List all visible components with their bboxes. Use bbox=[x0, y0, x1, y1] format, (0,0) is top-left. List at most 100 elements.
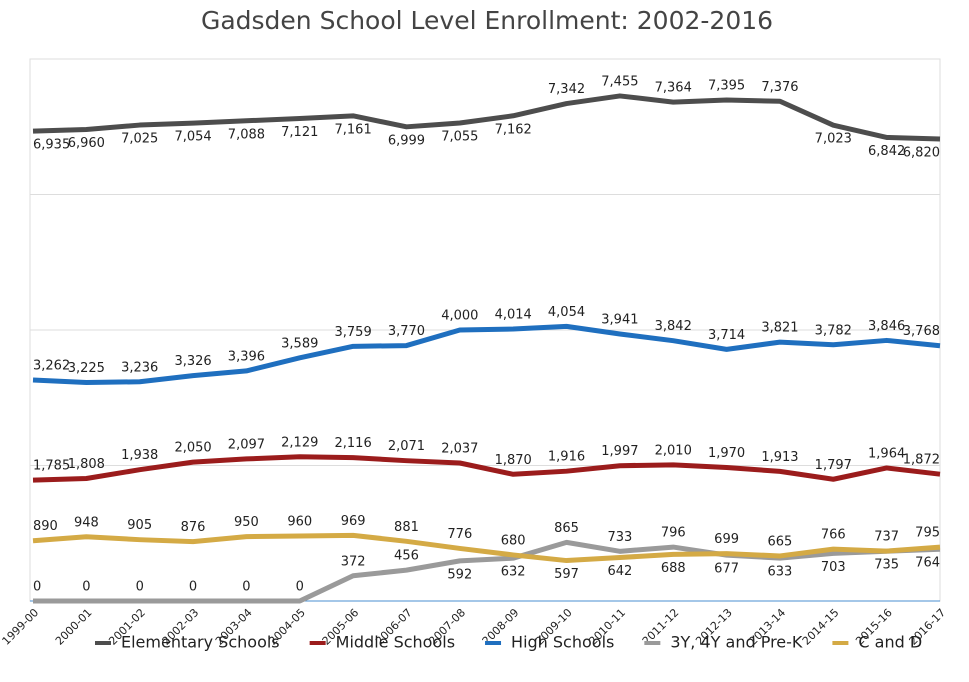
data-label: 2,010 bbox=[655, 443, 692, 458]
data-label: 2,116 bbox=[335, 436, 372, 451]
data-label: 3,589 bbox=[281, 336, 318, 351]
data-label: 7,023 bbox=[815, 132, 852, 147]
data-label: 865 bbox=[554, 521, 579, 536]
data-label: 735 bbox=[874, 558, 899, 573]
data-label: 633 bbox=[768, 565, 793, 580]
data-label: 699 bbox=[714, 532, 739, 547]
data-label: 456 bbox=[394, 549, 419, 564]
data-label: 3,326 bbox=[174, 354, 211, 369]
legend-label: High Schools bbox=[511, 633, 614, 652]
chart-title: Gadsden School Level Enrollment: 2002-20… bbox=[201, 6, 773, 35]
data-label: 1,938 bbox=[121, 448, 158, 463]
data-label: 6,960 bbox=[68, 136, 105, 151]
data-label: 2,071 bbox=[388, 439, 425, 454]
data-label: 881 bbox=[394, 520, 419, 535]
data-label: 3,759 bbox=[335, 325, 372, 340]
data-label: 4,000 bbox=[441, 309, 478, 324]
data-label: 7,455 bbox=[601, 74, 638, 89]
legend-label: Elementary Schools bbox=[121, 633, 280, 652]
data-label: 1,785 bbox=[33, 459, 70, 474]
data-label: 642 bbox=[607, 564, 632, 579]
data-label: 6,842 bbox=[868, 144, 905, 159]
data-label: 6,935 bbox=[33, 138, 70, 153]
data-label: 7,088 bbox=[228, 127, 265, 142]
data-label: 1,797 bbox=[815, 458, 852, 473]
data-label: 3,714 bbox=[708, 328, 745, 343]
data-label: 764 bbox=[915, 556, 940, 571]
data-label: 905 bbox=[127, 518, 152, 533]
data-label: 632 bbox=[501, 565, 526, 580]
data-label: 3,396 bbox=[228, 349, 265, 364]
data-label: 969 bbox=[341, 514, 366, 529]
data-label: 3,770 bbox=[388, 324, 425, 339]
data-label: 7,342 bbox=[548, 82, 585, 97]
data-label: 1,870 bbox=[495, 453, 532, 468]
data-label: 7,054 bbox=[174, 130, 211, 145]
data-label: 677 bbox=[714, 562, 739, 577]
data-label: 3,236 bbox=[121, 360, 158, 375]
data-label: 3,842 bbox=[655, 319, 692, 334]
data-label: 7,395 bbox=[708, 78, 745, 93]
data-label: 0 bbox=[33, 580, 41, 595]
data-label: 2,050 bbox=[174, 441, 211, 456]
data-label: 0 bbox=[82, 580, 90, 595]
data-label: 2,129 bbox=[281, 435, 318, 450]
x-tick-label: 2000-01 bbox=[53, 606, 95, 648]
data-label: 4,014 bbox=[495, 308, 532, 323]
data-label: 0 bbox=[189, 580, 197, 595]
data-label: 766 bbox=[821, 528, 846, 543]
data-label: 0 bbox=[242, 580, 250, 595]
data-label: 3,262 bbox=[33, 358, 70, 373]
data-label: 1,913 bbox=[761, 450, 798, 465]
legend-label: C and D bbox=[858, 633, 922, 652]
data-label: 890 bbox=[33, 519, 58, 534]
data-label: 0 bbox=[296, 580, 304, 595]
data-label: 3,941 bbox=[601, 312, 638, 327]
data-label: 7,025 bbox=[121, 132, 158, 147]
data-label: 776 bbox=[447, 527, 472, 542]
data-label: 3,225 bbox=[68, 361, 105, 376]
series-line bbox=[32, 454, 941, 483]
data-label: 3,846 bbox=[868, 319, 905, 334]
data-label: 2,097 bbox=[228, 437, 265, 452]
data-label: 0 bbox=[136, 580, 144, 595]
data-label: 1,916 bbox=[548, 450, 585, 465]
data-label: 950 bbox=[234, 515, 259, 530]
data-label: 3,768 bbox=[903, 324, 940, 339]
data-label: 7,161 bbox=[335, 122, 372, 137]
data-label: 1,808 bbox=[68, 457, 105, 472]
data-label: 948 bbox=[74, 515, 99, 530]
series-line bbox=[32, 532, 941, 564]
series-line bbox=[32, 323, 941, 386]
data-label: 960 bbox=[287, 514, 312, 529]
data-label: 592 bbox=[447, 567, 472, 582]
data-label: 795 bbox=[915, 526, 940, 541]
data-label: 7,376 bbox=[761, 80, 798, 95]
data-label: 597 bbox=[554, 567, 579, 582]
data-label: 703 bbox=[821, 560, 846, 575]
series-line bbox=[32, 93, 941, 142]
data-label: 680 bbox=[501, 533, 526, 548]
data-label: 3,782 bbox=[815, 323, 852, 338]
data-label: 665 bbox=[768, 534, 793, 549]
data-label: 1,964 bbox=[868, 446, 905, 461]
data-label: 6,999 bbox=[388, 133, 425, 148]
data-label: 876 bbox=[181, 520, 206, 535]
data-label: 1,970 bbox=[708, 446, 745, 461]
data-label: 1,872 bbox=[903, 453, 940, 468]
data-label: 2,037 bbox=[441, 441, 478, 456]
data-label: 733 bbox=[607, 530, 632, 545]
data-label: 6,820 bbox=[903, 145, 940, 160]
data-label: 7,121 bbox=[281, 125, 318, 140]
data-label: 688 bbox=[661, 561, 686, 576]
data-label: 7,162 bbox=[495, 122, 532, 137]
legend-label: 3Y, 4Y and Pre-K bbox=[670, 633, 803, 652]
data-label: 1,997 bbox=[601, 444, 638, 459]
data-label: 372 bbox=[341, 554, 366, 569]
legend-label: Middle Schools bbox=[336, 633, 455, 652]
x-tick-label: 1999-00 bbox=[0, 606, 41, 648]
data-label: 737 bbox=[874, 530, 899, 545]
data-label: 7,364 bbox=[655, 81, 692, 96]
data-label: 4,054 bbox=[548, 305, 585, 320]
